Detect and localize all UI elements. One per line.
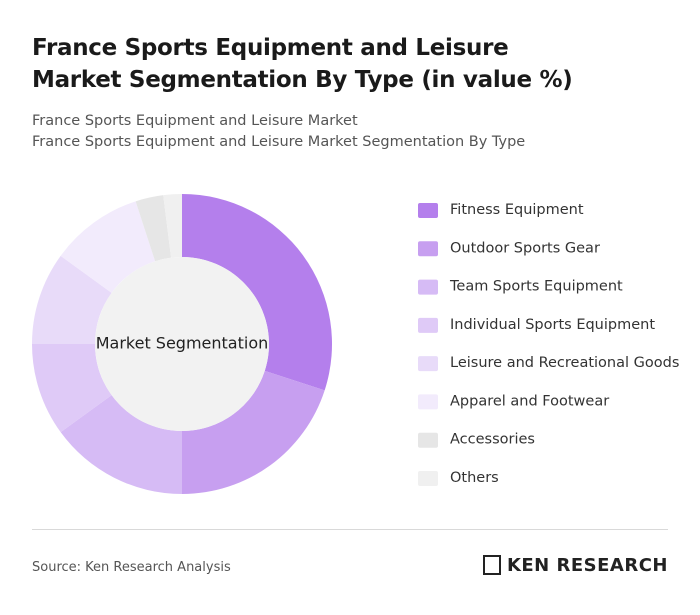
donut-slice <box>182 370 325 494</box>
legend-label: Individual Sports Equipment <box>450 317 655 333</box>
legend-swatch <box>418 471 438 486</box>
legend-label: Outdoor Sports Gear <box>450 240 600 256</box>
donut-slice <box>60 395 183 494</box>
legend-swatch <box>418 317 438 333</box>
logo: KEN RESEARCH <box>482 555 668 576</box>
legend-label: Apparel and Footwear <box>450 393 609 409</box>
legend-swatch <box>418 279 438 295</box>
donut-slice <box>135 195 172 262</box>
donut-slice <box>32 255 112 344</box>
legend-label: Accessories <box>450 432 535 448</box>
legend-swatch <box>418 432 438 448</box>
subtitle: France Sports Equipment and Leisure Mark… <box>32 113 358 129</box>
legend-label: Leisure and Recreational Goods <box>450 355 679 371</box>
divider <box>32 529 668 530</box>
source: Source: Ken Research Analysis <box>32 560 231 575</box>
donut-slice <box>163 194 182 258</box>
legend-label: Team Sports Equipment <box>449 279 623 295</box>
legend-label: Others <box>450 470 499 486</box>
donut-slice <box>32 344 112 433</box>
donut-slice <box>182 194 332 391</box>
legend-swatch <box>418 356 438 372</box>
center-label: Market Segmentation <box>96 334 269 353</box>
legend-swatch <box>418 203 438 218</box>
legend-label: Fitness Equipment <box>450 202 584 218</box>
logo-text: KEN RESEARCH <box>506 555 668 576</box>
donut-hole <box>95 257 269 431</box>
title: France Sports Equipment and Leisure Mark… <box>32 35 573 93</box>
legend-swatch <box>418 241 438 257</box>
legend-swatch <box>418 394 438 410</box>
donut-slice <box>60 201 156 293</box>
subtitle: France Sports Equipment and Leisure Mark… <box>32 134 526 150</box>
